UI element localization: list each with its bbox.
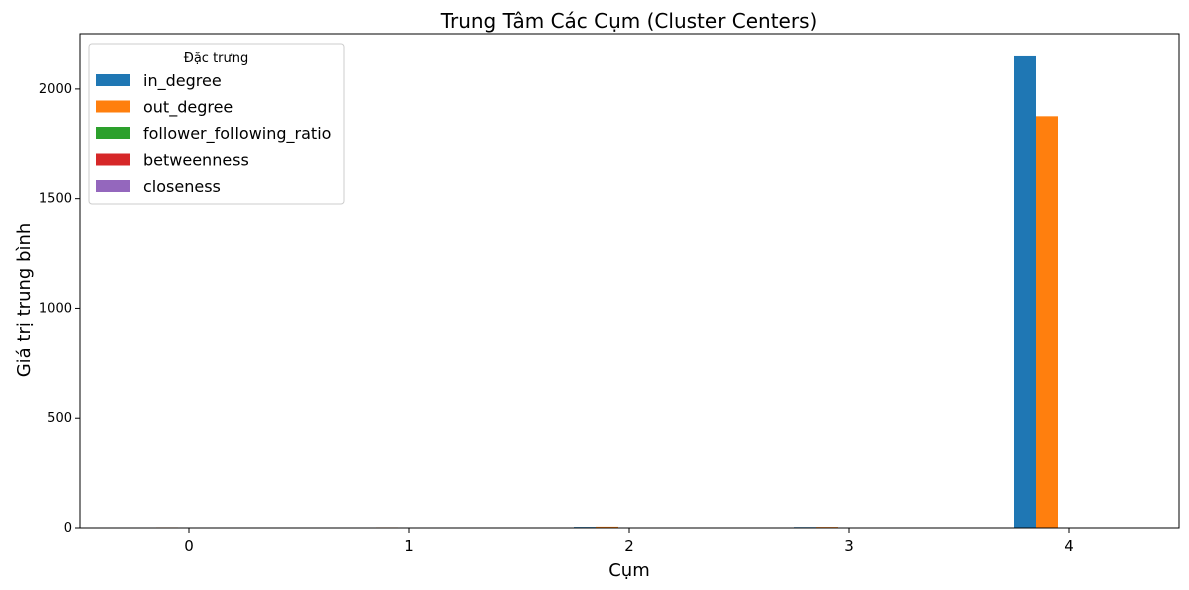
- y-tick-label: 1000: [39, 301, 72, 316]
- x-tick-label: 4: [1064, 537, 1074, 555]
- bar-out_degree-cluster-4: [1036, 116, 1058, 528]
- legend-label-betweenness: betweenness: [143, 151, 249, 170]
- x-ticks-group: 0 1 2 3 4: [184, 528, 1074, 555]
- y-tick-label: 500: [47, 411, 72, 426]
- legend-swatch-out_degree: [96, 100, 130, 113]
- plot-frame: [79, 33, 1180, 529]
- y-tick-label: 1500: [39, 192, 72, 207]
- y-ticks-group: 0 500 1000 1500 2000: [39, 82, 80, 536]
- x-tick-label: 1: [404, 537, 414, 555]
- chart-title: Trung Tâm Các Cụm (Cluster Centers): [440, 9, 818, 33]
- legend-label-in_degree: in_degree: [143, 71, 222, 91]
- y-axis-label: Giá trị trung bình: [14, 223, 35, 378]
- y-tick-label: 0: [64, 521, 72, 536]
- legend-swatch-follower_following_ratio: [96, 127, 130, 139]
- x-tick-label: 0: [184, 537, 194, 555]
- legend-swatch-in_degree: [96, 74, 130, 86]
- y-tick-label: 2000: [39, 82, 72, 97]
- legend: Đặc trưng in_degree out_degree follower_fo…: [88, 43, 345, 205]
- legend-box: [88, 43, 345, 205]
- x-tick-label: 3: [844, 537, 854, 555]
- legend-label-out_degree: out_degree: [143, 98, 233, 118]
- bars-group: [134, 55, 1124, 528]
- x-axis-label: Cụm: [608, 560, 650, 581]
- x-tick-label: 2: [624, 537, 634, 555]
- legend-label-follower_following_ratio: follower_following_ratio: [143, 124, 331, 144]
- legend-title: Đặc trưng: [184, 51, 249, 66]
- legend-swatch-closeness: [96, 180, 130, 192]
- legend-label-closeness: closeness: [143, 177, 221, 196]
- bar-in_degree-cluster-4: [1014, 55, 1036, 528]
- bar-out_degree-cluster-2: [596, 526, 618, 528]
- legend-items: in_degree out_degree follower_following_ra…: [96, 71, 331, 196]
- legend-swatch-betweenness: [96, 153, 130, 166]
